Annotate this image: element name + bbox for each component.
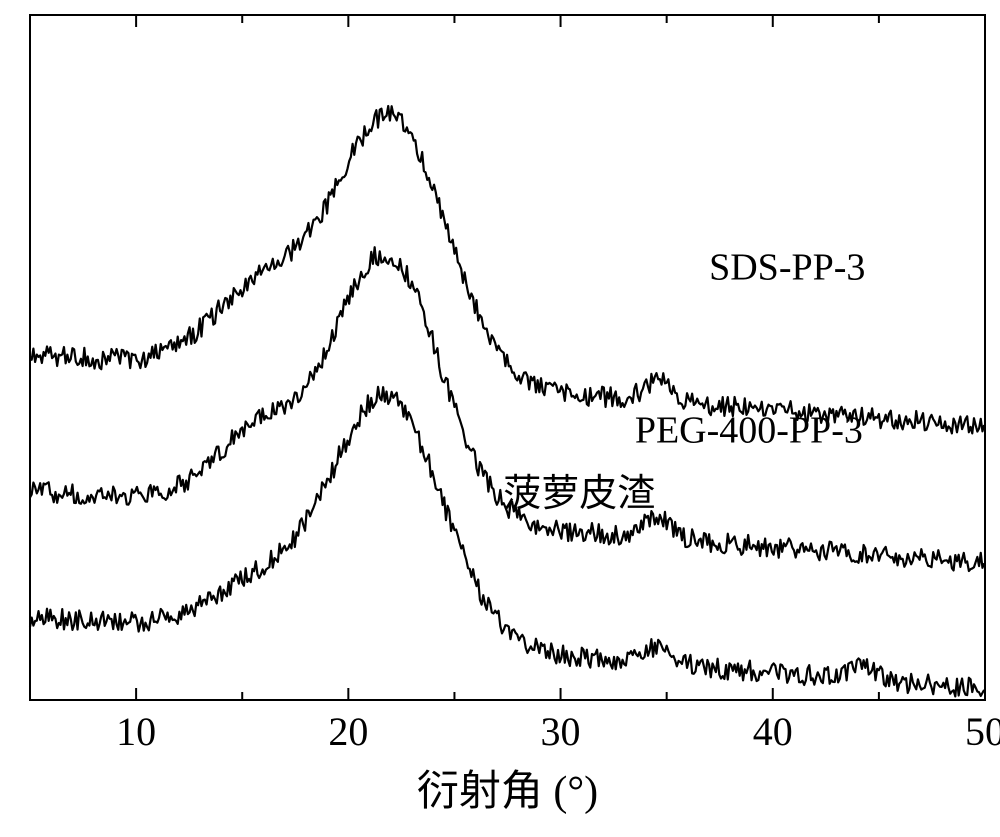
series-label-1: PEG-400-PP-3 xyxy=(635,409,863,451)
x-axis-title: 衍射角 (°) xyxy=(417,769,598,815)
traces xyxy=(30,106,984,696)
series-label-0: SDS-PP-3 xyxy=(709,247,865,289)
series-label-2: 菠萝皮渣 xyxy=(503,473,655,515)
x-tick-label: 30 xyxy=(541,709,581,754)
xrd-chart: 10 20 30 40 50 衍射角 (°) SDS-PP-3 PEG-400-PP-3 菠… xyxy=(0,0,1000,837)
x-ticks-major xyxy=(136,15,985,700)
x-tick-label: 20 xyxy=(328,709,368,754)
x-tick-label: 10 xyxy=(116,709,156,754)
x-tick-label: 40 xyxy=(753,709,793,754)
x-tick-labels: 10 20 30 40 50 xyxy=(116,709,1000,754)
chart-svg: 10 20 30 40 50 衍射角 (°) SDS-PP-3 PEG-400-PP-3 菠… xyxy=(0,0,1000,837)
x-tick-label: 50 xyxy=(965,709,1000,754)
series-labels: SDS-PP-3 PEG-400-PP-3 菠萝皮渣 xyxy=(503,247,865,516)
